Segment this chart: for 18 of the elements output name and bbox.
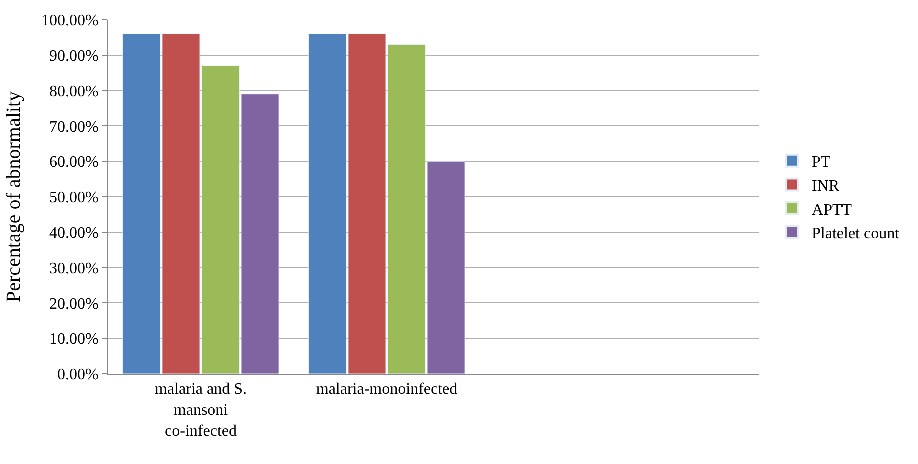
y-tick-label: 10.00% xyxy=(49,331,99,348)
legend-label: INR xyxy=(812,178,840,195)
y-tick-label: 40.00% xyxy=(49,225,99,242)
y-tick-label: 80.00% xyxy=(49,83,99,100)
y-tick-label: 70.00% xyxy=(49,118,99,136)
y-axis-title: Percentage of abnormality xyxy=(2,91,25,303)
legend-label: Platelet count xyxy=(812,226,900,243)
y-tick-label: 20.00% xyxy=(49,296,99,313)
x-tick-label: malaria and S. mansoni co-infected xyxy=(155,381,247,440)
y-tick-label: 100.00% xyxy=(41,12,99,30)
y-tick-label: 60.00% xyxy=(49,154,99,172)
y-tick-label: 0.00% xyxy=(57,366,99,384)
y-tick-label: 90.00% xyxy=(49,48,99,65)
legend-label: APTT xyxy=(812,202,852,219)
legend-label: PT xyxy=(812,154,831,172)
y-tick-label: 30.00% xyxy=(49,260,99,278)
x-tick-label: malaria-monoinfected xyxy=(316,381,458,398)
y-tick-label: 50.00% xyxy=(49,190,99,207)
